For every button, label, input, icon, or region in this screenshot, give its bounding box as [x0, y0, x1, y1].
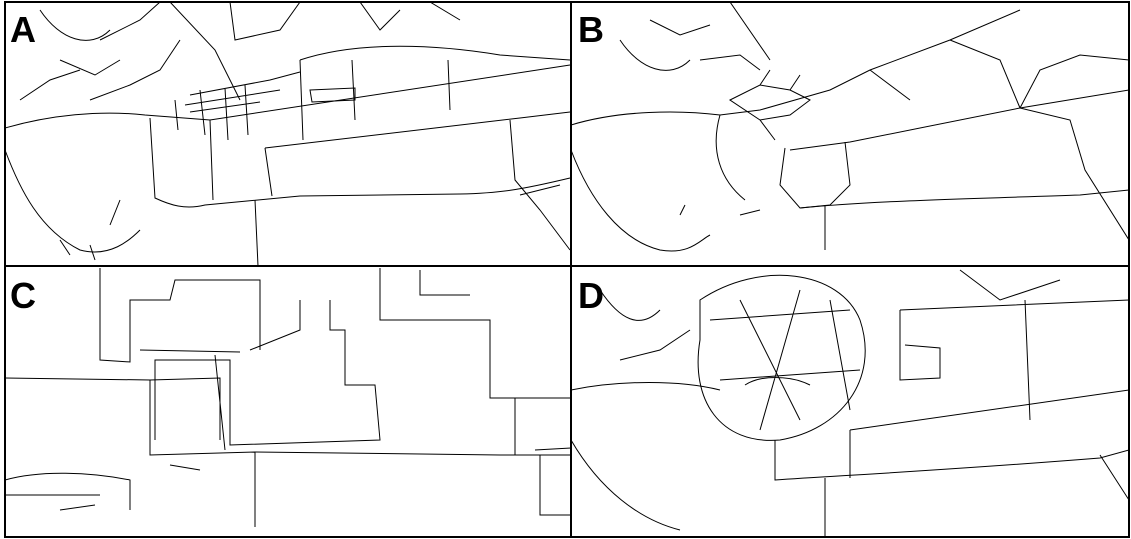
panel-b-map [571, 2, 1129, 251]
panel-label: D [578, 275, 604, 316]
panel-a-map [5, 2, 570, 266]
panel-c-map [5, 268, 571, 527]
figure-frame [5, 2, 1129, 537]
figure: A B C D [0, 0, 1131, 539]
panel-d-map [571, 270, 1129, 537]
panel-label: B [578, 9, 604, 50]
panel-label: A [10, 9, 36, 50]
panel-label: C [10, 275, 36, 316]
